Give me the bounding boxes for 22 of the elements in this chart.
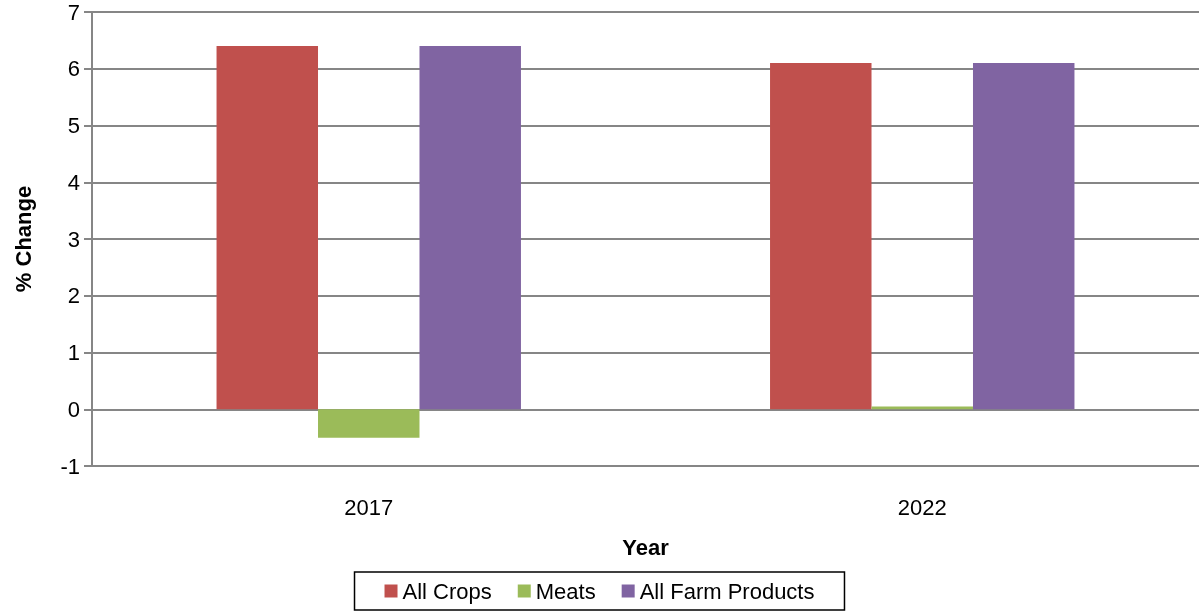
bar [318, 409, 420, 438]
y-tick-label: 6 [67, 56, 80, 82]
x-tick-label: 2022 [897, 494, 947, 520]
y-tick-label: 3 [67, 226, 80, 252]
y-tick-label: 7 [67, 0, 80, 25]
legend-label: All Crops [402, 578, 492, 604]
bar [419, 46, 521, 410]
y-tick-label: 5 [67, 113, 80, 138]
x-axis-title: Year [622, 534, 670, 560]
y-axis-title: % Change [10, 185, 36, 293]
bar [770, 63, 872, 410]
bar [972, 63, 1075, 410]
y-tick-label: 2 [67, 283, 80, 309]
y-tick-label: -1 [60, 453, 80, 479]
bar [216, 46, 319, 410]
y-tick-label: 0 [67, 396, 80, 422]
x-tick-label: 2017 [344, 494, 394, 520]
legend-label: All Farm Products [639, 578, 815, 604]
bar [871, 406, 973, 410]
legend-label: Meats [535, 578, 596, 604]
y-tick-label: 4 [67, 169, 80, 195]
y-tick-label: 1 [67, 340, 80, 365]
